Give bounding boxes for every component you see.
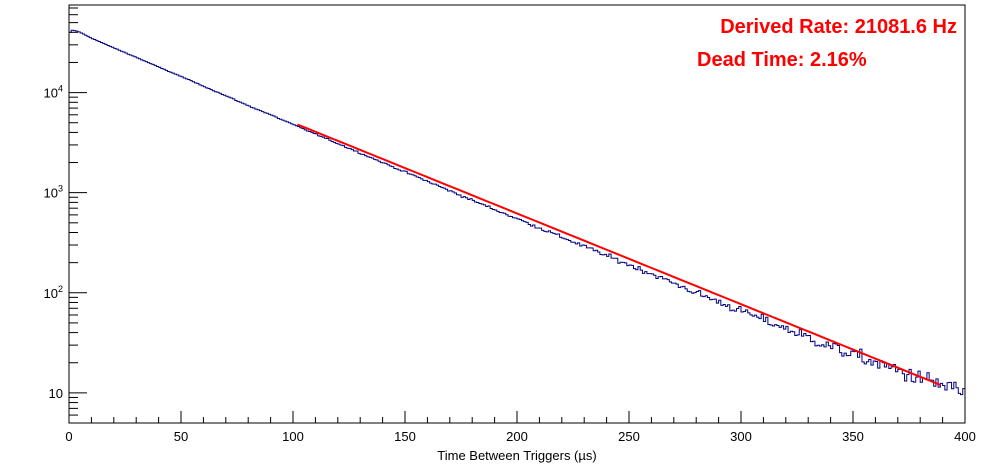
fit-line <box>297 123 941 386</box>
derived-rate-annotation: Derived Rate: 21081.6 Hz <box>720 16 957 38</box>
x-tick-label: 350 <box>842 429 864 444</box>
dead-time-annotation: Dead Time: 2.16% <box>697 49 867 71</box>
y-tick-label: 104 <box>44 84 63 101</box>
y-tick-label: 10 <box>49 386 63 401</box>
x-tick-label: 100 <box>282 429 304 444</box>
x-tick-label: 50 <box>174 429 188 444</box>
y-tick-label: 102 <box>44 284 63 301</box>
x-tick-label: 0 <box>65 429 72 444</box>
x-tick-label: 250 <box>618 429 640 444</box>
histogram-series <box>69 29 965 396</box>
x-tick-label: 400 <box>954 429 976 444</box>
x-tick-label: 300 <box>730 429 752 444</box>
y-tick-label: 103 <box>44 184 63 201</box>
x-tick-label: 150 <box>394 429 416 444</box>
x-axis-title: Time Between Triggers (µs) <box>437 448 596 463</box>
x-tick-label: 200 <box>506 429 528 444</box>
